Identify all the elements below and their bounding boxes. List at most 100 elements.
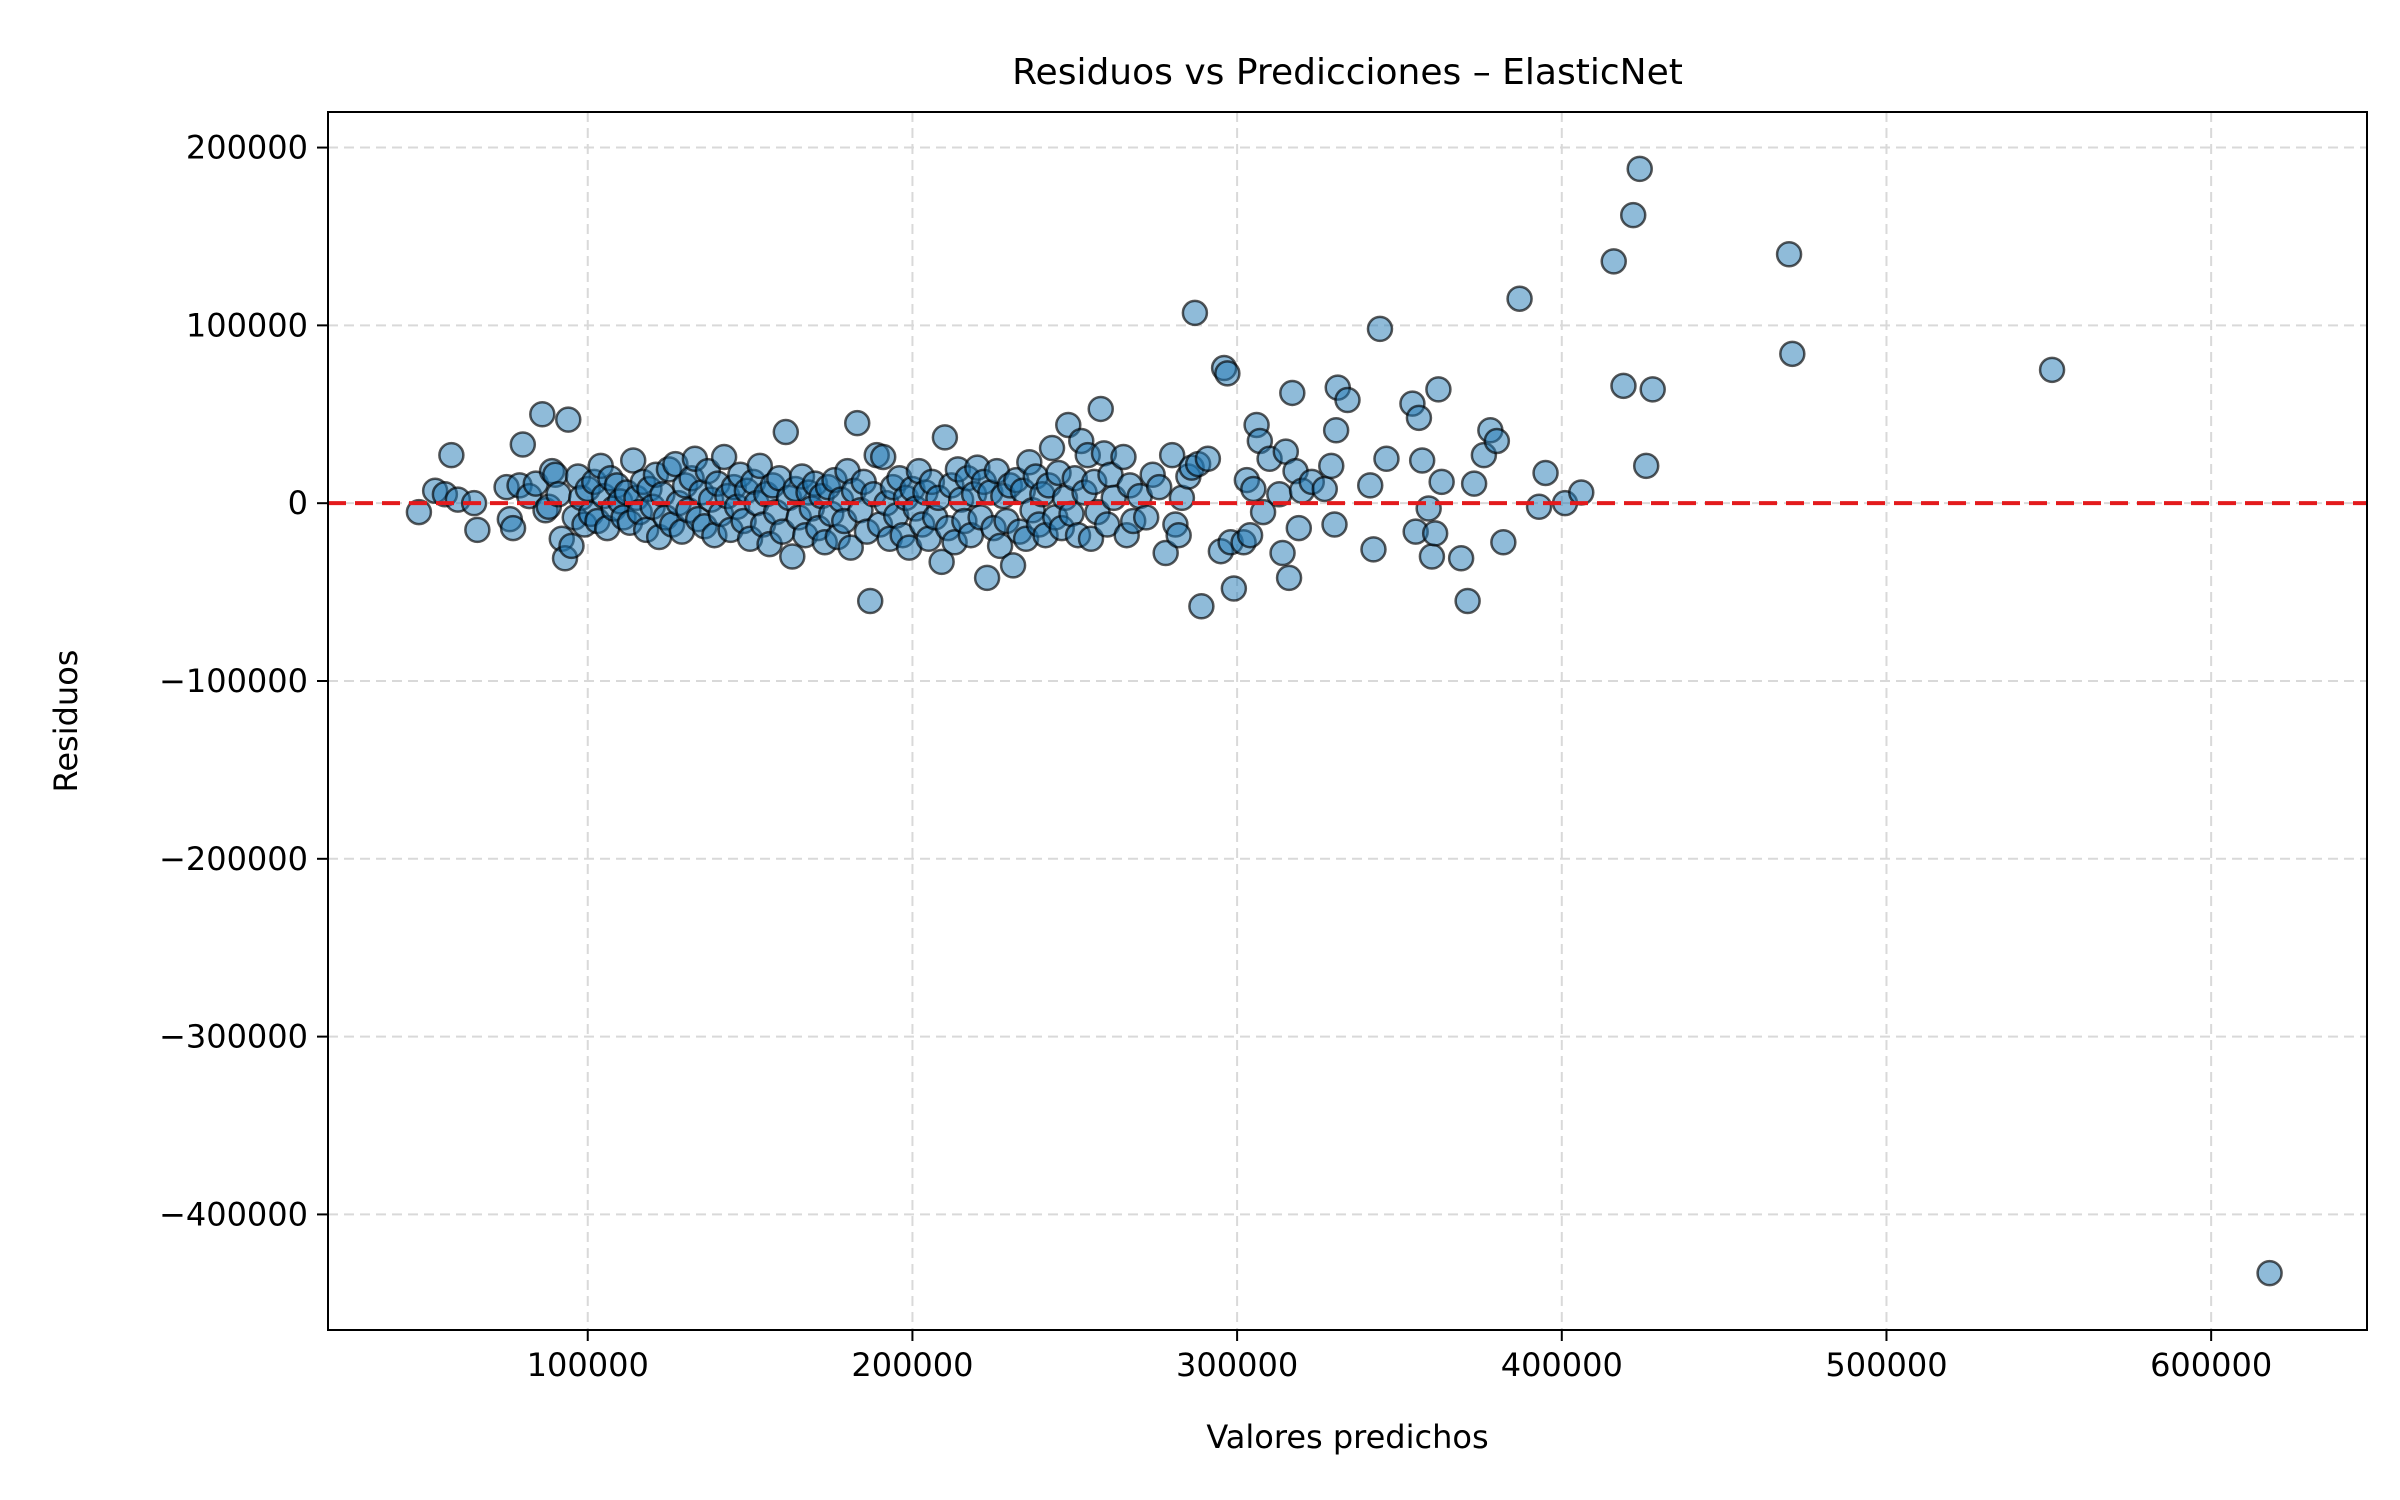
data-point bbox=[1322, 417, 1350, 444]
data-point bbox=[1610, 372, 1637, 400]
data-point bbox=[1158, 441, 1186, 469]
data-point bbox=[1087, 395, 1114, 423]
data-point bbox=[986, 532, 1014, 560]
data-point bbox=[1568, 479, 1595, 506]
data-point bbox=[405, 498, 433, 526]
data-point bbox=[1405, 404, 1433, 432]
data-point bbox=[1356, 472, 1384, 499]
data-point bbox=[1275, 564, 1303, 592]
data-point bbox=[1525, 493, 1553, 520]
y-tick-label: −100000 bbox=[159, 662, 308, 700]
data-point bbox=[1132, 504, 1160, 531]
data-point bbox=[529, 401, 556, 428]
data-point bbox=[1321, 511, 1348, 538]
data-point bbox=[558, 532, 585, 560]
x-axis: 100000 200000 300000 400000 500000 600000 bbox=[527, 1330, 2272, 1384]
data-point bbox=[1600, 248, 1627, 275]
data-point bbox=[619, 447, 647, 474]
data-point bbox=[1619, 201, 1647, 229]
data-point bbox=[1165, 521, 1192, 549]
data-point bbox=[1188, 593, 1215, 620]
y-tick-label: −300000 bbox=[159, 1018, 308, 1056]
data-point bbox=[1236, 521, 1264, 549]
data-point bbox=[1145, 473, 1173, 501]
data-point bbox=[1152, 539, 1179, 567]
data-point bbox=[1181, 299, 1209, 327]
x-tick-label: 200000 bbox=[851, 1346, 973, 1384]
y-tick-label: 100000 bbox=[186, 306, 308, 344]
data-point bbox=[843, 409, 871, 437]
x-tick-label: 400000 bbox=[1501, 1346, 1623, 1384]
data-point bbox=[1483, 427, 1511, 455]
data-point bbox=[1285, 514, 1313, 542]
data-point bbox=[1506, 285, 1533, 312]
data-point bbox=[2256, 1259, 2283, 1287]
data-point bbox=[1532, 459, 1559, 487]
data-point bbox=[1460, 470, 1488, 497]
grid bbox=[328, 112, 2367, 1330]
data-point bbox=[1220, 575, 1248, 602]
data-point bbox=[1311, 475, 1339, 503]
plot-frame bbox=[327, 111, 2368, 1331]
data-point bbox=[1214, 360, 1241, 387]
data-point bbox=[772, 418, 800, 446]
data-point bbox=[1334, 386, 1361, 414]
data-point bbox=[1360, 536, 1387, 563]
data-point bbox=[1421, 520, 1449, 547]
data-point bbox=[1632, 452, 1660, 480]
data-point bbox=[1639, 376, 1666, 403]
data-point bbox=[1775, 240, 1803, 268]
data-point bbox=[1490, 529, 1517, 556]
data-point bbox=[464, 516, 491, 544]
x-tick-label: 100000 bbox=[527, 1346, 649, 1384]
data-point bbox=[1318, 452, 1345, 480]
data-point bbox=[837, 534, 864, 561]
data-point bbox=[999, 552, 1027, 579]
x-tick-label: 300000 bbox=[1176, 1346, 1298, 1384]
data-point bbox=[1366, 315, 1394, 343]
data-point bbox=[555, 406, 582, 433]
data-point bbox=[1415, 495, 1442, 522]
data-point bbox=[438, 441, 465, 469]
y-tick-label: 200000 bbox=[186, 129, 308, 167]
data-point bbox=[1373, 445, 1400, 472]
data-point bbox=[1418, 543, 1446, 570]
data-point bbox=[1408, 447, 1436, 474]
chart-title: Residuos vs Predicciones – ElasticNet bbox=[1012, 52, 1683, 93]
data-point bbox=[779, 543, 806, 570]
data-point bbox=[1038, 434, 1066, 462]
data-point bbox=[928, 548, 955, 576]
y-tick-label: −400000 bbox=[159, 1195, 308, 1233]
points bbox=[405, 155, 2283, 1287]
x-tick-label: 500000 bbox=[1825, 1346, 1947, 1384]
data-point bbox=[509, 431, 537, 458]
data-point bbox=[1110, 443, 1137, 471]
data-point bbox=[746, 452, 774, 480]
data-point bbox=[1425, 376, 1452, 403]
data-point bbox=[1194, 445, 1222, 472]
y-axis-label: Residuos bbox=[47, 650, 85, 793]
x-tick-label: 600000 bbox=[2150, 1346, 2272, 1384]
data-point bbox=[1779, 340, 1806, 368]
y-axis: 200000 100000 0 −100000 −200000 −300000 −40000… bbox=[159, 129, 328, 1233]
data-point bbox=[1428, 468, 1455, 496]
x-axis-label: Valores predichos bbox=[1206, 1418, 1488, 1456]
y-tick-label: −200000 bbox=[159, 840, 308, 878]
data-point bbox=[710, 443, 738, 471]
data-point bbox=[1240, 475, 1267, 503]
data-point bbox=[1454, 587, 1481, 615]
data-point bbox=[1269, 539, 1296, 567]
data-point bbox=[499, 514, 527, 542]
y-tick-label: 0 bbox=[288, 484, 308, 522]
data-point bbox=[1279, 379, 1306, 407]
data-point bbox=[973, 564, 1001, 592]
data-point bbox=[1249, 498, 1277, 526]
data-point bbox=[1626, 155, 1653, 183]
data-point bbox=[1447, 545, 1475, 572]
data-point bbox=[856, 587, 884, 615]
data-point bbox=[931, 424, 959, 451]
data-point bbox=[869, 443, 897, 471]
data-point bbox=[2038, 356, 2066, 384]
